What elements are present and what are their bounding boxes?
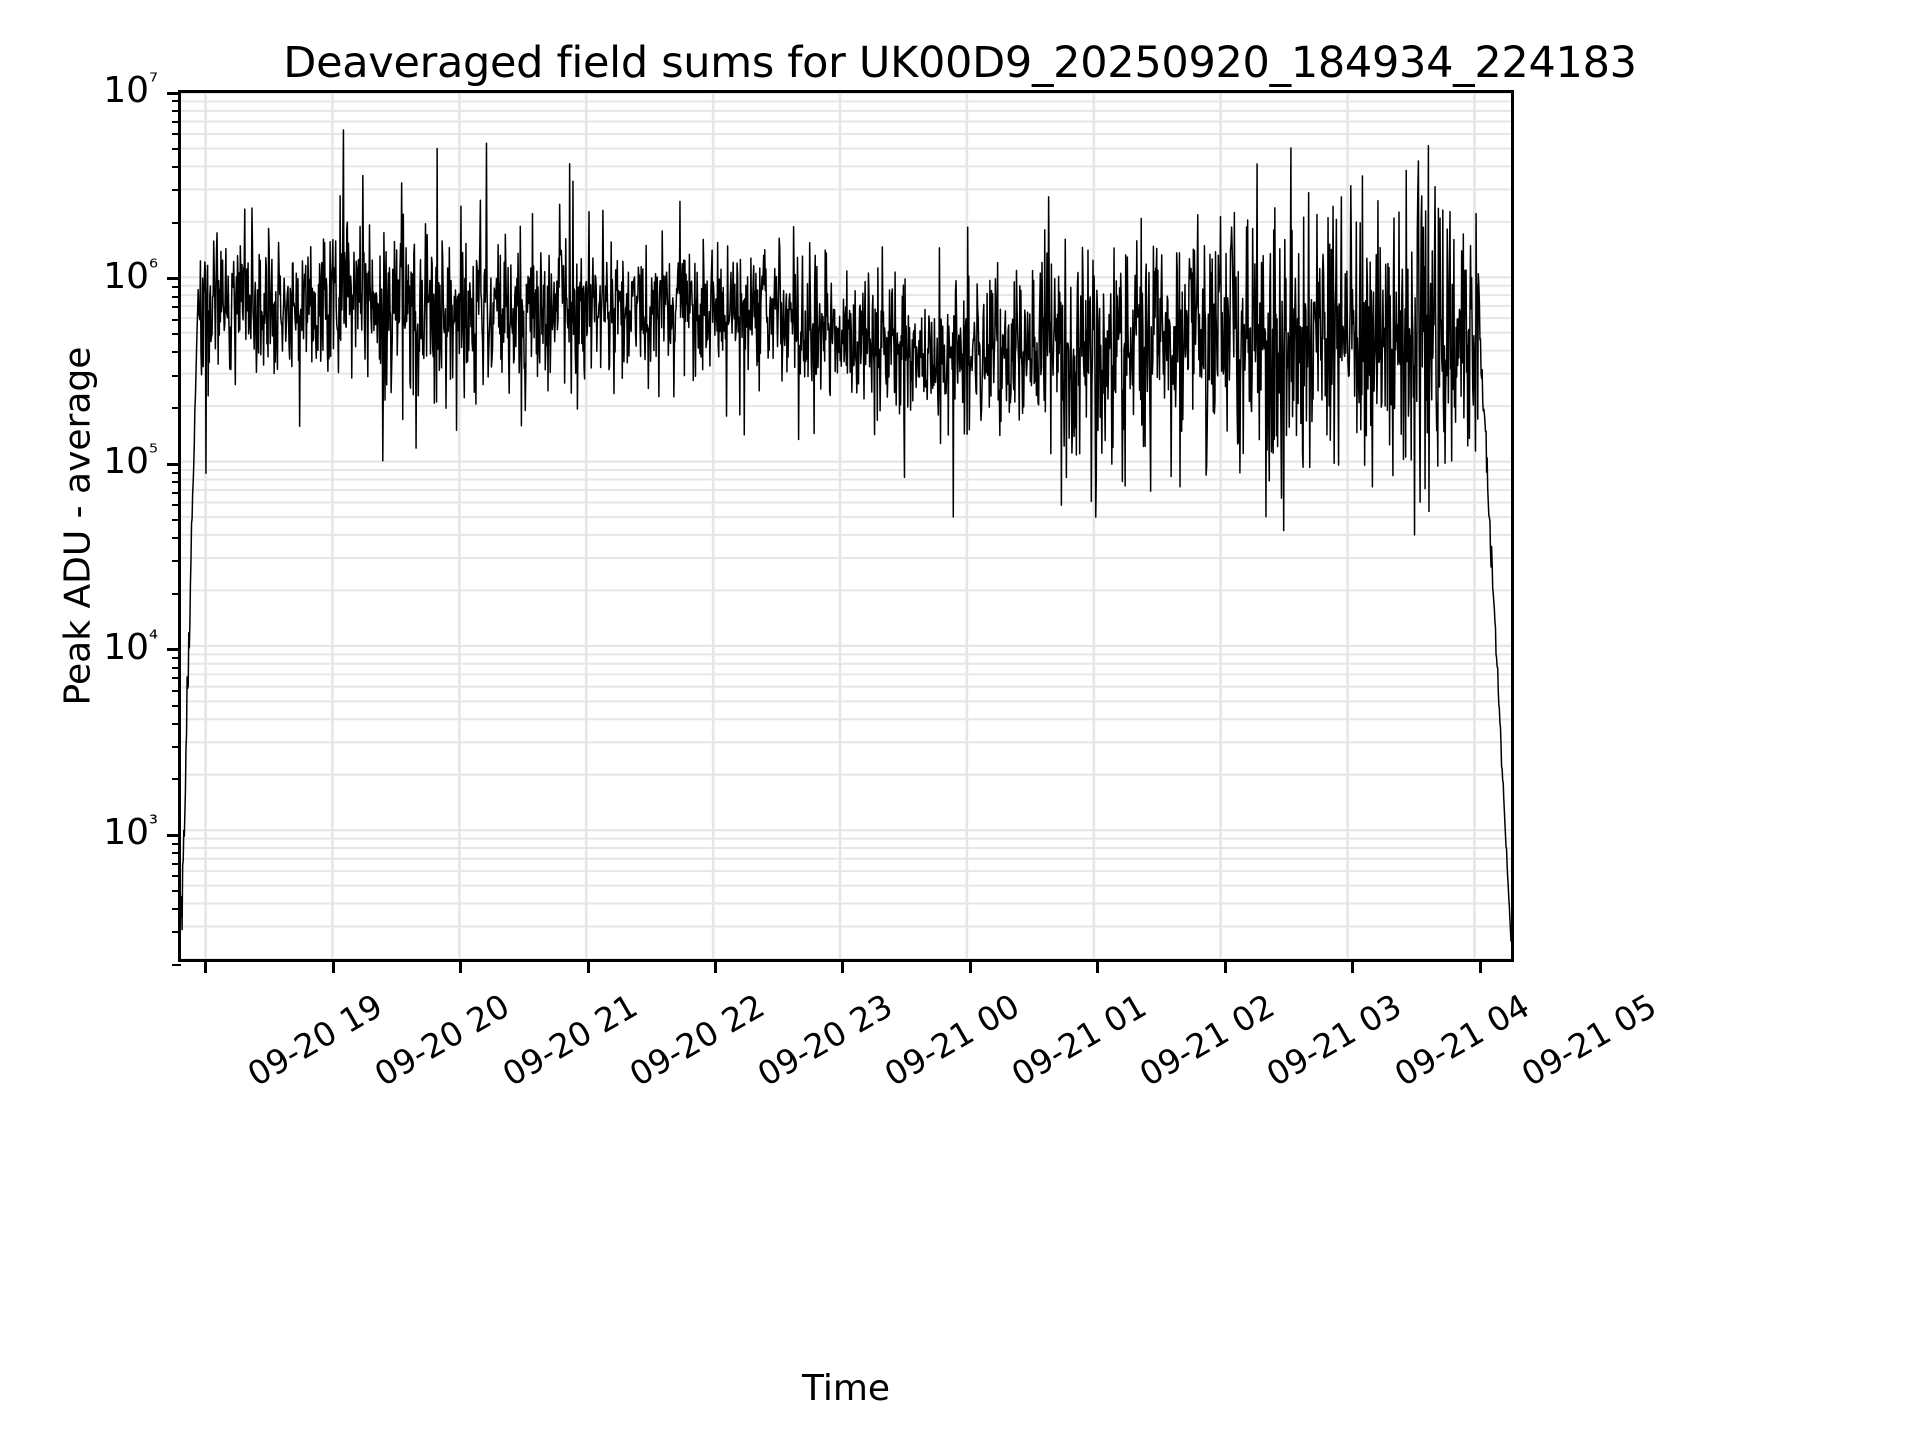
x-axis-tick-label: 09-20 21	[495, 986, 644, 1094]
y-axis-minor-tick	[172, 852, 181, 855]
y-axis-minor-tick	[172, 165, 181, 168]
y-axis-major-tick	[167, 648, 181, 652]
y-axis-minor-tick	[172, 536, 181, 539]
x-axis-tick-label: 09-20 19	[240, 986, 389, 1094]
y-axis-minor-tick	[172, 908, 181, 911]
y-axis-minor-tick	[172, 657, 181, 660]
x-axis-major-tick	[204, 959, 208, 973]
y-axis-minor-tick	[172, 221, 181, 224]
y-axis-minor-tick	[172, 481, 181, 484]
x-axis-major-tick	[331, 959, 335, 973]
x-axis-major-tick	[1223, 959, 1227, 973]
y-axis-minor-tick	[172, 374, 181, 377]
y-axis-minor-tick	[172, 890, 181, 893]
y-axis-minor-tick	[172, 842, 181, 845]
y-axis-minor-tick	[172, 745, 181, 748]
x-axis-tick-label: 09-21 04	[1387, 986, 1536, 1094]
y-axis-minor-tick	[172, 592, 181, 595]
x-axis-major-tick	[968, 959, 972, 973]
x-axis-label: Time	[801, 1368, 891, 1409]
y-axis-minor-tick	[172, 964, 181, 966]
x-axis-major-tick	[1478, 959, 1482, 973]
y-axis-minor-tick	[172, 519, 181, 521]
y-axis-minor-tick	[172, 722, 181, 725]
gridlines	[181, 93, 1511, 959]
y-axis-tick-label: 10⁴	[103, 625, 158, 668]
y-axis-major-tick	[167, 277, 181, 281]
y-axis-major-tick	[167, 91, 181, 95]
y-axis-minor-tick	[172, 306, 181, 309]
x-axis-tick-label: 09-20 22	[622, 986, 771, 1094]
y-axis-major-tick	[167, 462, 181, 466]
y-axis-minor-tick	[172, 704, 181, 707]
y-axis-tick-label: 10³	[103, 811, 158, 854]
y-axis-minor-tick	[172, 504, 181, 507]
y-axis-minor-tick	[172, 133, 181, 136]
x-axis-tick-label: 09-21 02	[1132, 986, 1281, 1094]
x-axis-tick-label: 09-21 00	[877, 986, 1026, 1094]
x-axis-major-tick	[1351, 959, 1355, 973]
y-axis-minor-tick	[172, 863, 181, 866]
x-axis-major-tick	[841, 959, 845, 973]
y-axis-tick-label: 10⁶	[103, 254, 158, 297]
y-axis-minor-tick	[172, 407, 181, 410]
y-axis-minor-tick	[172, 471, 181, 474]
y-axis-tick-label: 10⁷	[103, 69, 158, 111]
x-axis-tick-label: 09-21 03	[1260, 986, 1409, 1094]
y-axis-minor-tick	[172, 189, 181, 192]
y-axis-minor-tick	[172, 931, 181, 934]
y-axis-minor-tick	[172, 109, 181, 112]
data-series-line	[181, 129, 1511, 942]
y-axis-minor-tick	[172, 689, 181, 692]
y-axis-minor-tick	[172, 318, 181, 321]
y-axis-minor-tick	[172, 295, 181, 298]
x-axis-tick-label: 09-20 20	[368, 986, 517, 1094]
y-axis-minor-tick	[172, 333, 181, 336]
y-axis-minor-tick	[172, 560, 181, 563]
y-axis-minor-tick	[172, 677, 181, 680]
y-axis-minor-tick	[172, 778, 181, 781]
y-axis-minor-tick	[172, 147, 181, 150]
y-axis-minor-tick	[172, 875, 181, 878]
y-axis-minor-tick	[172, 666, 181, 669]
y-axis-major-tick	[167, 833, 181, 837]
x-axis-major-tick	[714, 959, 718, 973]
y-axis-minor-tick	[172, 100, 181, 103]
page-title: Deaveraged field sums for UK00D9_2025092…	[283, 38, 1637, 88]
x-axis-major-tick	[459, 959, 463, 973]
y-axis-tick-label: 10⁵	[103, 440, 158, 483]
x-axis-major-tick	[1096, 959, 1100, 973]
y-axis-minor-tick	[172, 120, 181, 123]
plot-area	[167, 90, 1514, 973]
y-axis-minor-tick	[172, 286, 181, 289]
y-axis-minor-tick	[172, 491, 181, 494]
x-axis-tick-label: 09-21 05	[1515, 986, 1664, 1094]
x-axis-tick-label: 09-20 23	[750, 986, 899, 1094]
x-axis-major-tick	[586, 959, 590, 973]
y-axis-minor-tick	[172, 351, 181, 354]
x-axis-tick-label: 09-21 01	[1005, 986, 1154, 1094]
y-axis-tick-labels: 10³ 10⁴ 10⁵ 10⁶ 10⁷	[0, 0, 158, 1440]
